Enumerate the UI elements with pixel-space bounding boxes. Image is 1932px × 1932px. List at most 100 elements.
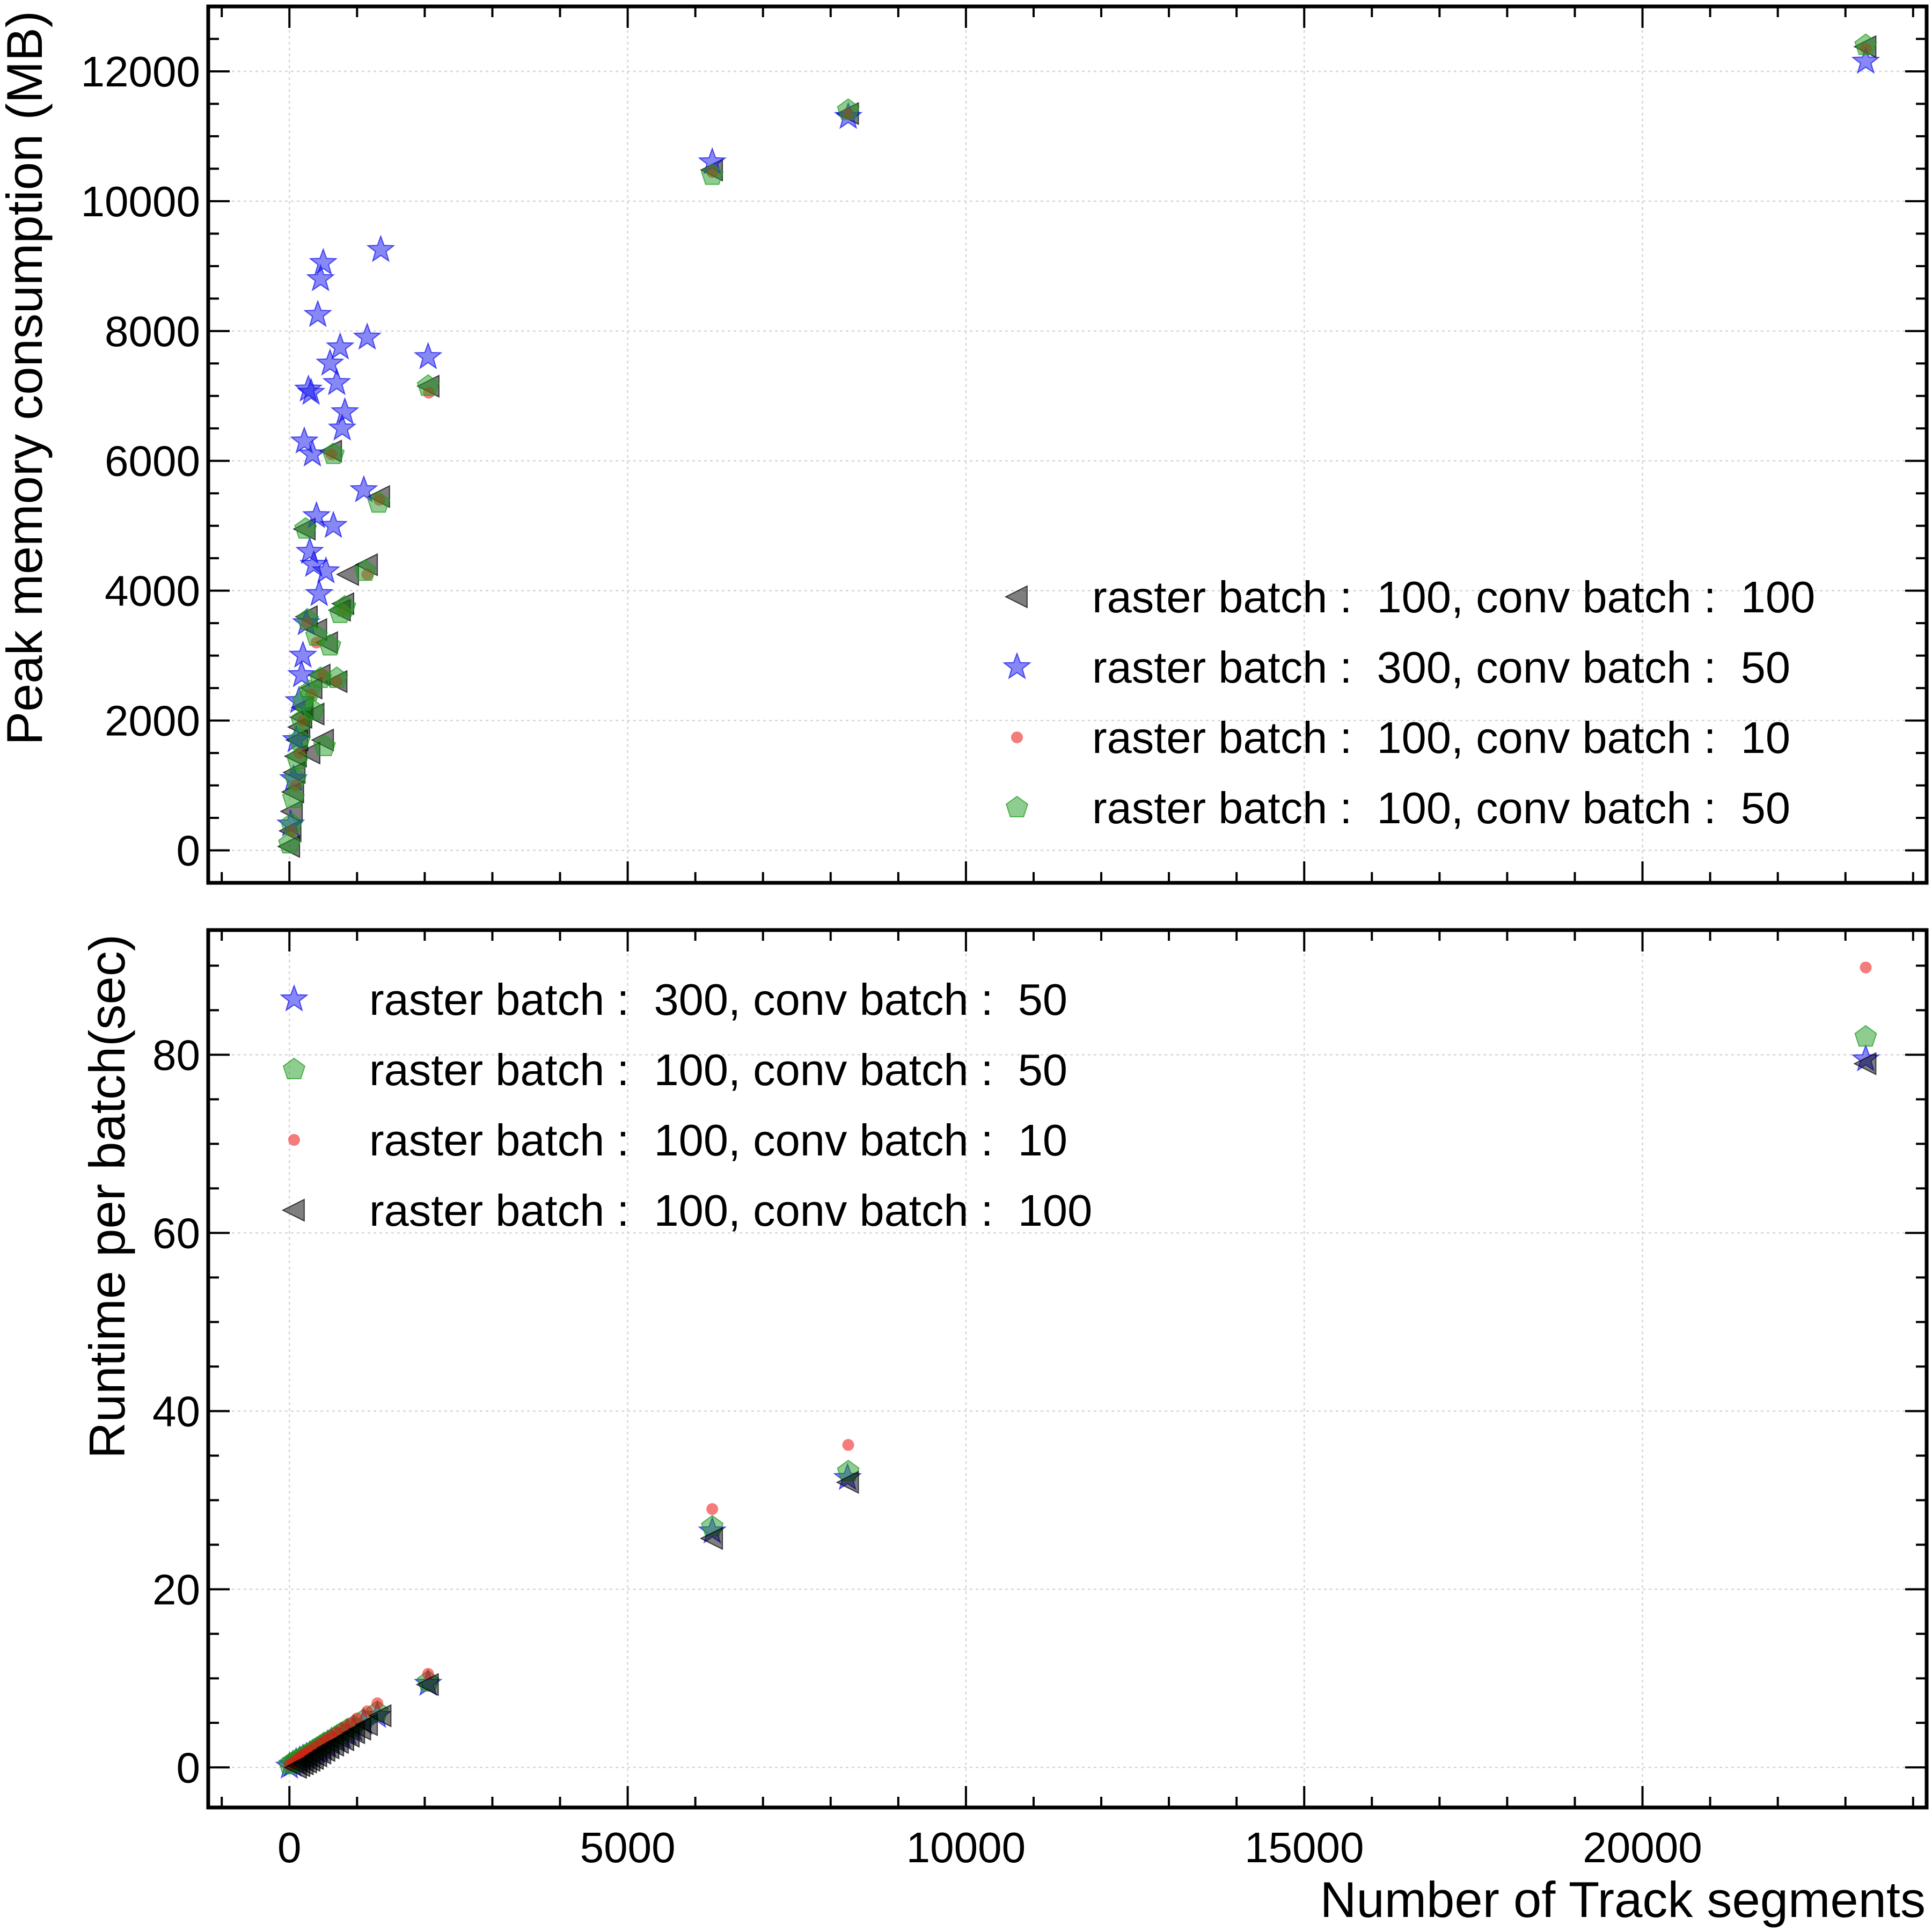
data-point (361, 1705, 374, 1717)
data-point (836, 1470, 859, 1494)
data-point (311, 556, 341, 584)
data-point (287, 660, 316, 687)
runtime-y-tick-labels: 0 20 40 60 80 (152, 1031, 200, 1791)
legend-label: raster batch : 100, conv batch : 10 (1092, 713, 1790, 763)
data-point (306, 264, 335, 291)
data-point (325, 666, 348, 688)
y-tick-label: 4000 (105, 567, 200, 615)
data-point (309, 247, 338, 275)
data-point (316, 348, 345, 376)
data-point (354, 559, 377, 581)
data-point (294, 517, 317, 539)
data-point (1854, 1024, 1877, 1047)
y-tick-label: 6000 (105, 437, 200, 485)
memory-legend: raster batch : 100, conv batch : 100 rast… (1002, 572, 1815, 833)
data-point (371, 1697, 384, 1709)
legend-marker (1004, 585, 1028, 609)
data-point (319, 510, 348, 538)
legend-label: raster batch : 100, conv batch : 100 (1092, 572, 1815, 622)
data-point (349, 474, 378, 503)
memory-grid (208, 6, 1927, 883)
legend-label: raster batch : 100, conv batch : 100 (369, 1185, 1092, 1235)
data-point (353, 322, 382, 350)
legend-marker (288, 1134, 300, 1146)
data-point (303, 299, 333, 327)
data-point (322, 442, 345, 464)
data-point (351, 1713, 363, 1725)
legend-label: raster batch : 100, conv batch : 50 (1092, 783, 1790, 833)
legend-label: raster batch : 100, conv batch : 10 (369, 1115, 1067, 1165)
data-point (1854, 33, 1877, 55)
data-point (298, 439, 327, 467)
memory-panel: 0 2000 4000 6000 8000 10000 12000 Peak memory … (0, 4, 1929, 885)
legend-marker (281, 1198, 305, 1222)
data-point (304, 579, 334, 606)
data-point (318, 634, 342, 656)
memory-y-axis-label: Peak memory consumption (MB) (0, 11, 53, 745)
data-point (288, 640, 318, 668)
runtime-x-tick-labels: 0 5000 10000 15000 20000 (277, 1824, 1702, 1871)
data-point (701, 163, 724, 185)
legend-label: raster batch : 300, conv batch : 50 (1092, 642, 1790, 692)
data-point (367, 491, 390, 513)
y-tick-label: 40 (152, 1387, 200, 1435)
x-tick-label: 5000 (580, 1824, 676, 1871)
y-tick-label: 2000 (105, 697, 200, 745)
x-tick-label: 15000 (1245, 1824, 1364, 1871)
legend-marker (1005, 795, 1029, 817)
runtime-panel: 0 20 40 60 80 0 5000 10000 15000 20000 Runtime p… (79, 928, 1929, 1928)
data-point (295, 536, 324, 564)
legend-label: raster batch : 300, conv batch : 50 (369, 975, 1067, 1024)
data-point (1860, 961, 1872, 974)
runtime-y-axis-label: Runtime per batch(sec) (79, 934, 135, 1459)
data-point (422, 1668, 434, 1680)
y-tick-label: 0 (177, 1744, 201, 1791)
data-point (354, 1713, 378, 1737)
data-point (837, 98, 860, 120)
data-point (284, 767, 307, 789)
data-point (278, 832, 301, 854)
data-point (368, 1704, 392, 1728)
legend-marker (282, 1057, 306, 1079)
y-tick-label: 60 (152, 1209, 200, 1257)
data-point (325, 332, 355, 360)
legend-marker (280, 984, 309, 1012)
memory-y-tick-labels: 0 2000 4000 6000 8000 10000 12000 (81, 48, 200, 875)
data-point (290, 426, 319, 454)
data-point (302, 699, 325, 721)
y-tick-label: 20 (152, 1565, 200, 1613)
data-point (415, 1673, 439, 1696)
runtime-legend: raster batch : 300, conv batch : 50 raste… (280, 975, 1092, 1235)
x-tick-label: 20000 (1583, 1824, 1702, 1871)
runtime-points (275, 961, 1880, 1779)
data-point (288, 728, 311, 750)
data-point (699, 1527, 723, 1550)
data-point (1853, 1052, 1877, 1075)
y-tick-label: 80 (152, 1031, 200, 1079)
memory-ticks (208, 5, 1927, 884)
data-point (330, 397, 360, 425)
y-tick-label: 10000 (81, 178, 200, 225)
data-point (706, 1503, 719, 1515)
data-point (282, 786, 305, 808)
legend-marker (1002, 652, 1031, 679)
legend-marker (1011, 731, 1023, 743)
y-tick-label: 0 (177, 827, 201, 875)
x-tick-label: 10000 (906, 1824, 1026, 1871)
data-point (366, 235, 396, 262)
data-point (327, 413, 357, 441)
data-point (296, 377, 326, 405)
legend-label: raster batch : 100, conv batch : 50 (369, 1045, 1067, 1095)
data-point (322, 368, 352, 396)
data-point (1851, 46, 1880, 74)
data-point (333, 595, 356, 617)
data-point (299, 550, 328, 577)
data-point (842, 1439, 854, 1451)
data-point (313, 734, 336, 756)
data-point (286, 747, 309, 770)
data-point (413, 341, 443, 370)
runtime-grid (208, 930, 1927, 1807)
y-tick-label: 12000 (81, 48, 200, 96)
data-point (280, 812, 303, 835)
